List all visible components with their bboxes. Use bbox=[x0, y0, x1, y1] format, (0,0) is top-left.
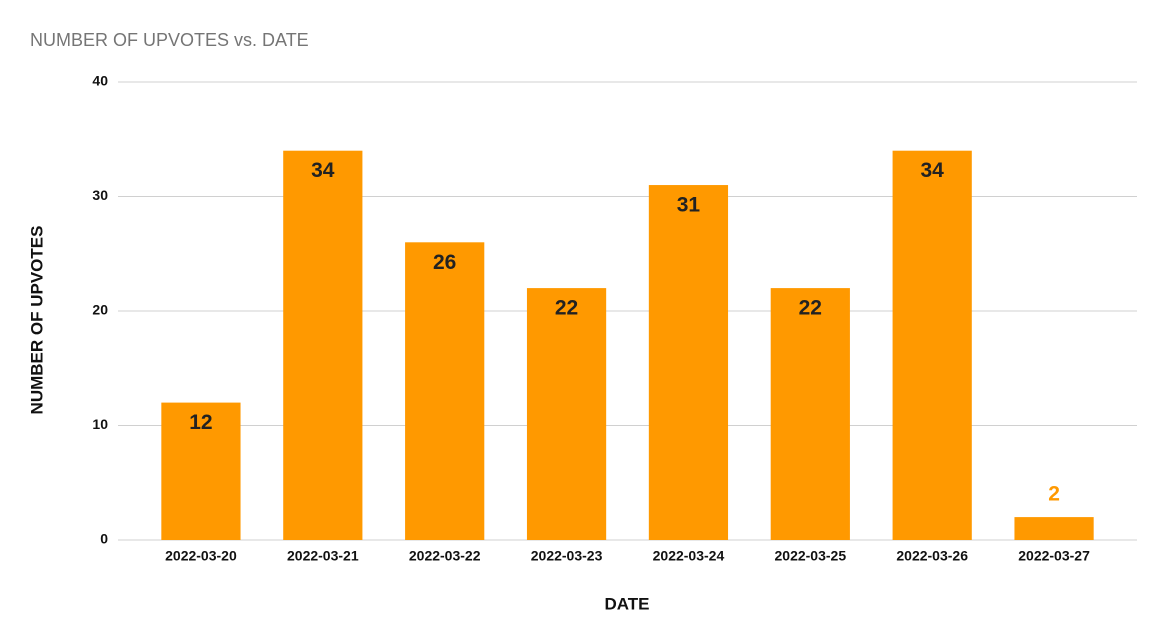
data-label: 31 bbox=[677, 194, 701, 217]
bar bbox=[648, 185, 729, 541]
x-tick-label: 2022-03-27 bbox=[1018, 548, 1090, 564]
x-tick-label: 2022-03-21 bbox=[287, 548, 359, 564]
x-axis-title: DATE bbox=[604, 594, 649, 613]
y-tick-label: 0 bbox=[100, 531, 108, 547]
data-label: 26 bbox=[433, 251, 456, 274]
y-tick-label: 10 bbox=[92, 416, 108, 432]
x-tick-label: 2022-03-23 bbox=[531, 548, 603, 564]
bar bbox=[283, 150, 363, 540]
x-tick-label: 2022-03-25 bbox=[775, 548, 847, 564]
bar bbox=[892, 150, 972, 540]
y-tick-label: 30 bbox=[92, 187, 108, 203]
data-label: 22 bbox=[555, 297, 578, 320]
bar bbox=[405, 242, 485, 541]
chart-title: NUMBER OF UPVOTES vs. DATE bbox=[30, 30, 309, 50]
y-tick-label: 20 bbox=[92, 302, 108, 318]
bar bbox=[770, 288, 850, 540]
data-label: 12 bbox=[189, 411, 212, 434]
bar bbox=[161, 402, 241, 540]
x-tick-label: 2022-03-20 bbox=[165, 548, 237, 564]
y-axis-title: NUMBER OF UPVOTES bbox=[27, 226, 46, 415]
data-label: 34 bbox=[311, 159, 335, 182]
data-label: 34 bbox=[921, 159, 945, 182]
x-tick-label: 2022-03-24 bbox=[653, 548, 725, 564]
bar bbox=[526, 288, 607, 540]
bar bbox=[1014, 517, 1094, 540]
x-tick-label: 2022-03-22 bbox=[409, 548, 481, 564]
data-label: 2 bbox=[1048, 483, 1060, 506]
x-tick-label: 2022-03-26 bbox=[896, 548, 968, 564]
y-tick-label: 40 bbox=[92, 73, 108, 89]
data-label: 22 bbox=[799, 297, 822, 320]
